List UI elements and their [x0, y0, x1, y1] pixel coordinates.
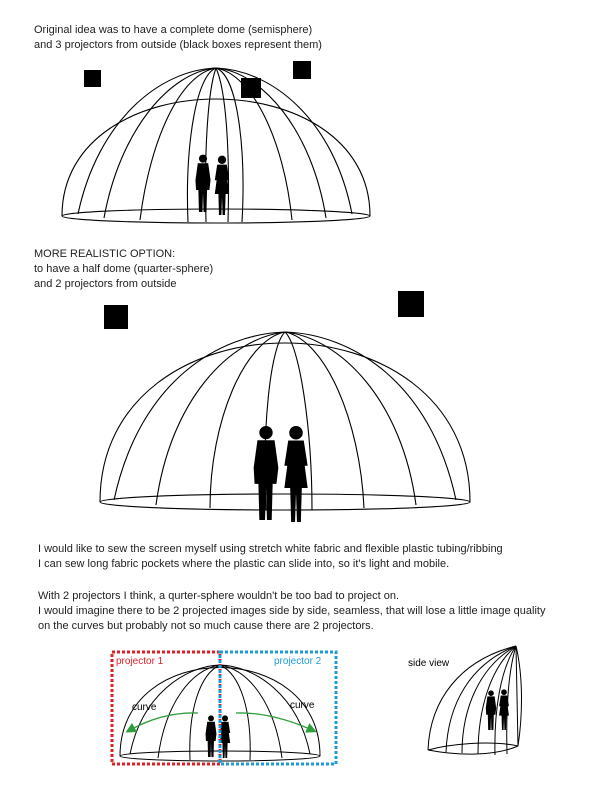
side-view-diagram [427, 645, 522, 756]
intro-text: Original idea was to have a complete dom… [34, 23, 322, 53]
sew-line-1: I would like to sew the screen myself us… [38, 543, 503, 555]
curve-arrow-right [235, 712, 317, 733]
sew-line-2: I can sew long fabric pockets where the … [38, 558, 450, 570]
quarter-dome-people [253, 425, 308, 522]
projector-1-label: projector 1 [116, 656, 164, 667]
full-dome-projectors [84, 61, 311, 98]
projector-box-1 [84, 70, 101, 87]
projectors-note-text: With 2 projectors I think, a qurter-sphe… [38, 589, 545, 634]
intro-line-2: and 3 projectors from outside (black box… [34, 39, 322, 51]
side-view-label: side view [408, 658, 450, 669]
curve-right-label: curve [290, 700, 315, 711]
projector-box-2 [241, 78, 261, 98]
realistic-text: MORE REALISTIC OPTION: to have a half do… [34, 247, 213, 292]
projector-box-left [104, 305, 128, 329]
projector-box-right [398, 291, 424, 317]
projectors-note-line-2: I would imagine there to be 2 projected … [38, 605, 546, 617]
intro-line-1: Original idea was to have a complete dom… [34, 24, 313, 36]
projector-2-frame [218, 650, 338, 766]
projectors-note-line-3: on the curves but probably not so much c… [38, 620, 374, 632]
sew-text: I would like to sew the screen myself us… [38, 542, 503, 572]
quarter-dome-projectors [104, 291, 424, 329]
realistic-line-1: MORE REALISTIC OPTION: [34, 248, 176, 260]
realistic-line-2: to have a half dome (quarter-sphere) [34, 263, 214, 275]
projectors-note-line-1: With 2 projectors I think, a qurter-sphe… [38, 590, 400, 602]
curve-left-label: curve [132, 702, 157, 713]
full-dome-diagram [61, 67, 371, 224]
projector-overlay-people [205, 715, 231, 758]
projector-box-3 [293, 61, 311, 79]
side-view-people [485, 689, 509, 730]
projector-2-label: projector 2 [274, 656, 322, 667]
full-dome-people [195, 154, 230, 215]
curve-arrow-left [125, 712, 199, 733]
realistic-line-3: and 2 projectors from outside [34, 278, 177, 290]
